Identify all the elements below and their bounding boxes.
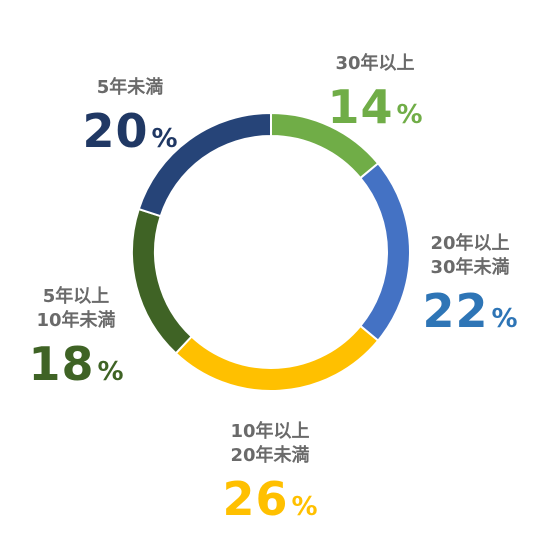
donut-slice-10to20 (174, 324, 380, 392)
label-under5: 5年未満 20% (60, 76, 200, 154)
category-label-20to30: 20年以上 30年未満 (430, 233, 510, 278)
percent-label-under5: 20% (60, 108, 200, 154)
donut-slice-under5 (137, 111, 272, 218)
category-label-30plus: 30年以上 (335, 53, 415, 74)
label-20to30: 20年以上 30年未満 22% (400, 232, 540, 334)
unit-under5: % (151, 124, 178, 154)
unit-20to30: % (491, 304, 518, 334)
label-30plus: 30年以上 14% (305, 52, 445, 130)
percent-label-20to30: 22% (400, 288, 540, 334)
unit-5to10: % (97, 357, 124, 387)
category-label-10to20: 10年以上 20年未満 (230, 421, 310, 466)
unit-30plus: % (396, 100, 423, 130)
percent-label-30plus: 14% (305, 84, 445, 130)
percent-label-5to10: 18% (6, 341, 146, 387)
unit-10to20: % (291, 492, 318, 522)
value-10to20: 26 (222, 472, 289, 526)
label-10to20: 10年以上 20年未満 26% (190, 420, 350, 522)
percent-label-10to20: 26% (190, 476, 350, 522)
value-20to30: 22 (422, 284, 489, 338)
label-5to10: 5年以上 10年未満 18% (6, 285, 146, 387)
value-under5: 20 (82, 104, 149, 158)
category-label-under5: 5年未満 (96, 77, 164, 98)
category-label-5to10: 5年以上 10年未満 (36, 286, 116, 331)
value-5to10: 18 (28, 337, 95, 391)
value-30plus: 14 (327, 80, 394, 134)
